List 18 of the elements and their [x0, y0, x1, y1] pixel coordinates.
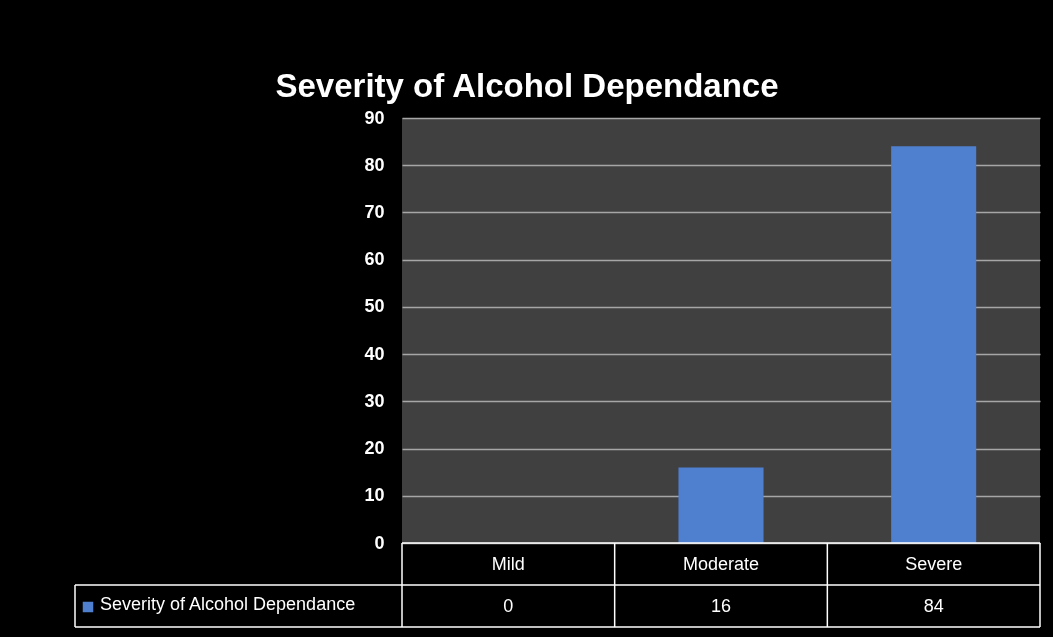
y-tick-label: 50	[364, 296, 385, 317]
data-label: 0	[503, 596, 514, 616]
x-tick-label: Severe	[905, 554, 963, 574]
y-tick-label: 90	[364, 107, 385, 128]
y-tick-label: 80	[364, 154, 385, 175]
legend-label: Severity of Alcohol Dependance	[100, 594, 356, 614]
y-tick-label: 70	[364, 201, 385, 222]
chart-title: Severity of Alcohol Dependance	[275, 67, 779, 104]
y-tick-label: 40	[364, 343, 385, 364]
x-tick-label: Moderate	[682, 554, 760, 574]
y-tick-label: 20	[364, 438, 385, 459]
y-tick-label: 30	[364, 390, 385, 411]
y-tick-label: 10	[364, 485, 385, 506]
x-tick-label: Mild	[491, 554, 525, 574]
data-label: 84	[923, 596, 944, 616]
data-label: 16	[710, 596, 732, 616]
y-tick-label: 0	[374, 532, 385, 553]
y-tick-label: 60	[364, 249, 385, 270]
